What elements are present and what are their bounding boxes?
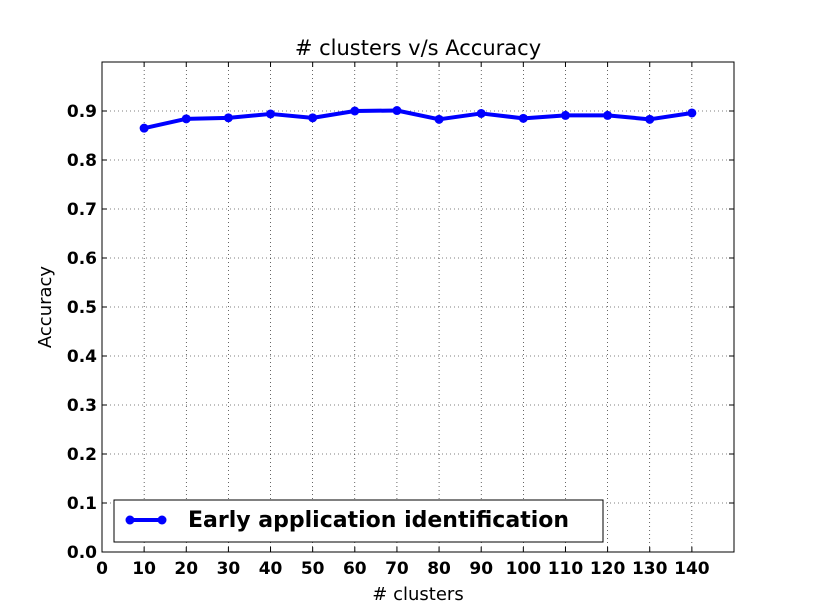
data-point [392,106,402,116]
x-tick-label: 30 [217,559,241,579]
data-point [476,108,486,118]
x-tick-label: 0 [96,559,108,579]
y-tick-label: 0.9 [67,102,97,122]
data-point [603,110,613,120]
data-point [308,113,318,123]
x-tick-label: 140 [674,559,710,579]
x-tick-label: 120 [590,559,626,579]
data-point [687,108,697,118]
x-tick-label: 50 [301,559,325,579]
y-tick-label: 0.5 [67,298,97,318]
data-point [139,123,149,133]
data-point [560,110,570,120]
y-tick-label: 0.0 [67,543,97,563]
y-tick-label: 0.6 [67,249,97,269]
axis-ticks: 0 10 20 30 40 50 60 70 80 90 100 110 120 130 140 0.0 0.1… [67,62,734,579]
series-layer [139,106,697,133]
data-point [266,109,276,119]
data-point [223,113,233,123]
x-tick-label: 110 [548,559,584,579]
y-tick-label: 0.8 [67,151,97,171]
data-point [434,114,444,124]
x-tick-label: 10 [132,559,156,579]
x-tick-label: 90 [469,559,493,579]
x-tick-label: 130 [632,559,668,579]
legend-label: Early application identification [188,508,569,533]
y-tick-label: 0.2 [67,445,97,465]
data-point [181,114,191,124]
data-point [645,114,655,124]
x-tick-label: 60 [343,559,367,579]
y-tick-label: 0.4 [67,347,97,367]
grid [101,62,734,553]
series-line [143,108,693,131]
legend: Early application identification [113,499,604,543]
legend-marker [125,515,135,525]
y-tick-label: 0.3 [67,396,97,416]
data-point [518,113,528,123]
y-tick-label: 0.7 [67,200,97,220]
data-point [350,106,360,116]
legend-marker [157,515,167,525]
x-axis-label: # clusters [372,584,463,605]
legend-box [113,499,604,543]
x-tick-label: 100 [506,559,542,579]
x-tick-label: 40 [259,559,283,579]
chart-title: # clusters v/s Accuracy [295,36,541,60]
y-tick-label: 0.1 [67,494,97,514]
x-tick-label: 80 [427,559,451,579]
x-tick-label: 20 [174,559,198,579]
y-axis-label: Accuracy [35,266,56,349]
x-tick-label: 70 [385,559,409,579]
